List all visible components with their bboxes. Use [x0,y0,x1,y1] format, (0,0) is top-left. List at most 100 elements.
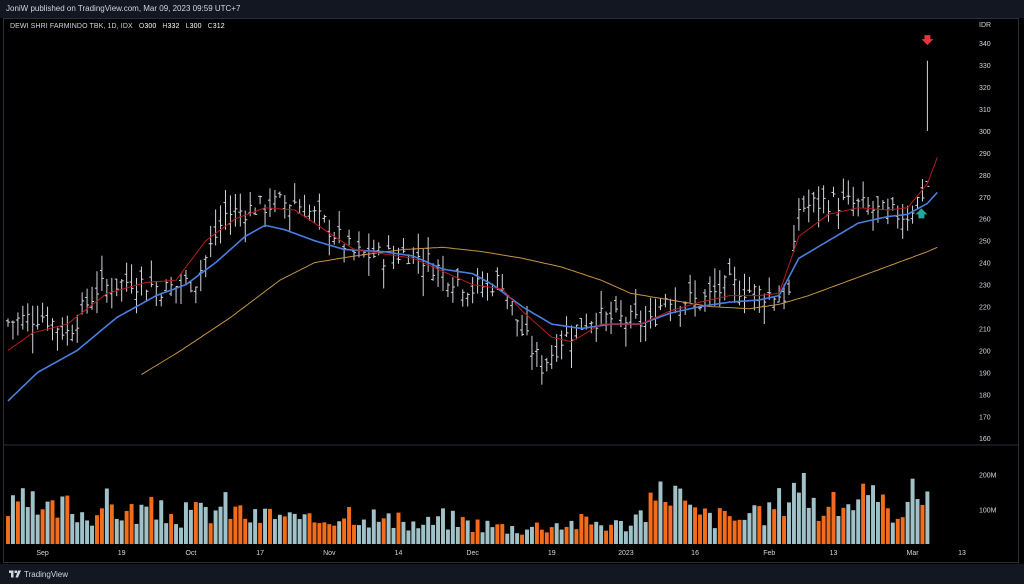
volume-bar [920,505,925,544]
volume-bar [282,516,287,544]
volume-bar [109,504,114,544]
symbol-name: DEWI SHRI FARMINDO TBK, 1D, IDX [10,23,133,30]
low-label: L [185,23,190,30]
volume-bar [386,513,391,544]
currency-label: IDR [979,22,991,29]
volume-bar [861,483,866,544]
ma-blue-line [7,191,938,402]
high-label: H [162,23,168,30]
price-pane [6,35,938,402]
time-tick-label: 2023 [618,550,634,557]
volume-bar [139,504,144,544]
volume-bar [816,520,821,544]
time-tick-label: 14 [395,550,403,557]
symbol-legend[interactable]: DEWI SHRI FARMINDO TBK, 1D, IDX O300 H33… [10,23,225,30]
volume-bar [174,524,179,544]
tradingview-logo-icon [9,570,21,578]
volume-bar [653,500,658,544]
volume-bar [811,497,816,544]
volume-bar [678,488,683,544]
volume-bar [465,520,470,544]
volume-bar [416,528,421,544]
price-tick-label: 290 [979,151,991,158]
volume-bar [144,506,149,544]
volume-bar [20,488,25,544]
volume-bar [238,505,243,544]
volume-bar [638,510,643,544]
volume-bar [925,491,930,544]
volume-bar [895,518,900,544]
volume-bar [297,519,302,544]
volume-bar [193,502,198,544]
volume-bar [806,507,811,544]
volume-bar [15,501,20,544]
volume-bar [683,500,688,544]
time-tick-label: 13 [830,550,838,557]
volume-bar [525,529,529,544]
volume-bar [426,516,431,544]
volume-bar [6,516,10,544]
volume-pane [6,472,930,544]
volume-bar [693,507,698,544]
volume-bar [702,508,707,544]
volume-bar [688,504,693,544]
volume-bar [441,508,445,544]
price-tick-label: 170 [979,414,991,421]
volume-bar [307,513,312,544]
volume-bar [80,512,85,544]
volume-bar [114,518,119,544]
volume-bar [599,525,604,544]
volume-bar [218,506,223,544]
volume-bar [455,526,460,544]
volume-bar [302,514,307,544]
volume-bar [431,524,436,544]
volume-bar [727,516,732,544]
volume-bar [292,513,297,544]
volume-bar [30,491,35,544]
volume-bar [628,525,633,544]
volume-bar [801,472,806,544]
close-label: C [207,23,213,30]
volume-bar [569,520,574,544]
volume-bar [406,530,411,544]
time-tick-label: 16 [691,550,699,557]
price-tick-label: 180 [979,392,991,399]
volume-bar [772,509,777,544]
volume-bar [791,482,796,544]
volume-bar [179,527,183,544]
chart-frame[interactable] [3,18,1019,563]
volume-bar [618,521,623,544]
volume-bar [149,496,154,544]
time-tick-label: Feb [763,550,775,557]
volume-bar [574,529,579,544]
volume-bar [796,492,801,544]
open-label: O [138,23,145,30]
price-tick-label: 230 [979,283,991,290]
volume-bar [900,517,905,544]
volume-bar [584,516,589,544]
time-tick-label: Nov [323,550,336,557]
volume-bar [188,509,193,544]
volume-bar [500,524,505,544]
price-tick-label: 280 [979,173,991,180]
volume-bar [762,525,767,544]
volume-bar [460,517,465,544]
volume-bar [910,478,915,544]
volume-bar [317,523,322,544]
price-tick-label: 200 [979,348,991,355]
volume-bar [495,524,500,544]
volume-bar [836,516,841,544]
volume-bar [866,495,871,544]
time-tick-label: 17 [256,550,264,557]
volume-bar [623,531,628,544]
volume-bar [880,494,885,544]
volume-bar [505,533,510,544]
price-tick-label: 340 [979,41,991,48]
volume-bar [35,514,40,544]
volume-bar [490,527,495,544]
publish-bar: JoniW published on TradingView.com, Mar … [0,0,1024,18]
volume-bar [707,512,712,544]
volume-bar [129,504,134,544]
volume-bar [332,525,337,544]
